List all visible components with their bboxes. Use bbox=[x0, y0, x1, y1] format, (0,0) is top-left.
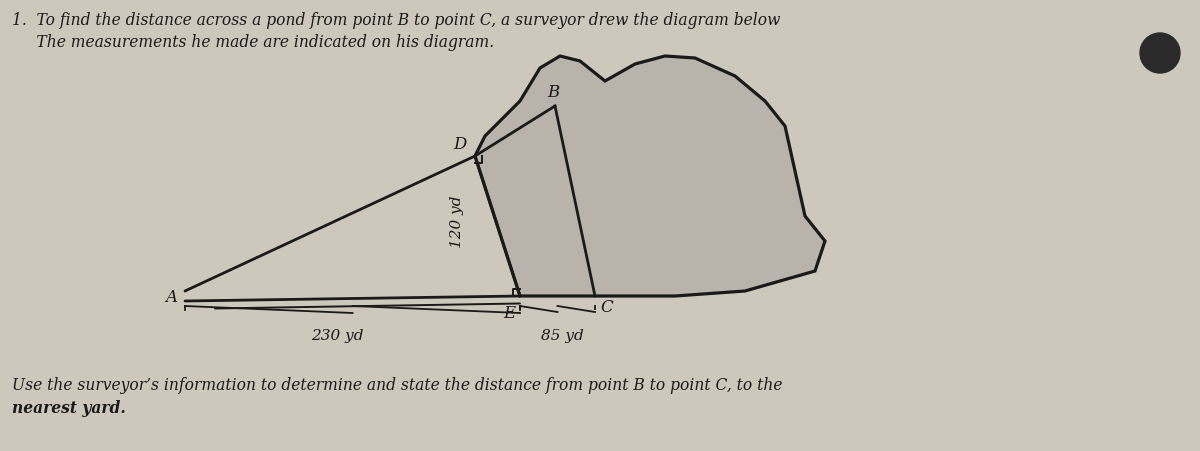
Text: 120 yd: 120 yd bbox=[450, 195, 464, 248]
Text: 230 yd: 230 yd bbox=[311, 328, 364, 342]
Polygon shape bbox=[475, 57, 826, 296]
Text: The measurements he made are indicated on his diagram.: The measurements he made are indicated o… bbox=[12, 34, 494, 51]
Text: 1.  To find the distance across a pond from point B to point C, a surveyor drew : 1. To find the distance across a pond fr… bbox=[12, 12, 780, 29]
Text: A: A bbox=[166, 288, 178, 305]
Text: Use the surveyor’s information to determine and state the distance from point B : Use the surveyor’s information to determ… bbox=[12, 376, 782, 393]
Text: D: D bbox=[454, 136, 467, 152]
Text: B: B bbox=[547, 84, 559, 101]
Text: 85 yd: 85 yd bbox=[541, 328, 584, 342]
Text: nearest yard.: nearest yard. bbox=[12, 399, 126, 416]
Text: C: C bbox=[600, 299, 613, 315]
Text: E: E bbox=[503, 304, 515, 321]
Circle shape bbox=[1140, 34, 1180, 74]
